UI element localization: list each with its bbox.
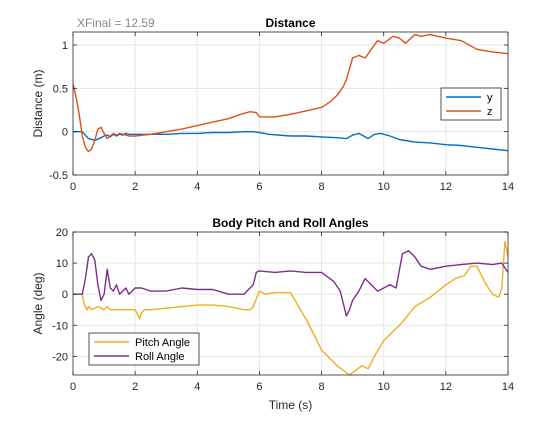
angles-title: Body Pitch and Roll Angles	[212, 216, 369, 230]
distance-xtick-label: 0	[70, 181, 76, 193]
angles-xtick-label: 14	[502, 381, 514, 393]
angles-legend-label: Pitch Angle	[135, 337, 190, 349]
distance-title: Distance	[265, 16, 315, 30]
angles-xlabel: Time (s)	[269, 398, 313, 412]
angles-ytick-label: 10	[56, 258, 68, 270]
angles-ylabel: Angle (deg)	[31, 272, 45, 334]
distance-legend-label: z	[487, 106, 493, 118]
angles-xtick-label: 4	[194, 381, 200, 393]
distance-xtick-label: 12	[440, 181, 452, 193]
distance-xtick-label: 2	[132, 181, 138, 193]
angles-xtick-label: 0	[70, 381, 76, 393]
distance-series-z	[73, 33, 508, 153]
angles-ytick-label: 20	[56, 227, 68, 239]
distance-ytick-label: 0	[62, 127, 68, 139]
angles-xtick-label: 12	[440, 381, 452, 393]
distance-legend[interactable]: yz	[440, 87, 502, 121]
distance-ytick-label: -0.5	[49, 170, 68, 182]
distance-ylabel: Distance (m)	[31, 69, 45, 137]
distance-xtick-label: 6	[256, 181, 262, 193]
distance-xfinal-annotation: XFinal = 12.59	[77, 16, 155, 30]
angles-axes-box	[72, 231, 509, 376]
angles-legend-box[interactable]	[88, 332, 200, 366]
distance-xtick-label: 4	[194, 181, 200, 193]
angles-series-pitch-angle	[73, 240, 508, 375]
distance-plot-area	[73, 32, 508, 175]
angles-ytick-label: -10	[52, 320, 68, 332]
angles-ytick-label: 0	[62, 289, 68, 301]
angles-legend[interactable]: Pitch Angle Roll Angle	[88, 332, 200, 366]
distance-legend-label: y	[487, 92, 493, 104]
angles-xtick-label: 2	[132, 381, 138, 393]
distance-xtick-label: 14	[502, 181, 514, 193]
angles-axes: 0 2 4 6 8 10 12 14 -20 -10 0 10 20 Body Pitch and Rol…	[31, 216, 514, 412]
distance-xtick-label: 10	[378, 181, 390, 193]
angles-legend-label: Roll Angle	[135, 351, 185, 363]
angles-series-roll-angle	[73, 249, 508, 317]
angles-xtick-label: 6	[256, 381, 262, 393]
angles-ytick-label: -20	[52, 351, 68, 363]
angles-xtick-label: 10	[378, 381, 390, 393]
distance-xtick-label: 8	[319, 181, 325, 193]
distance-ytick-label: 1	[62, 40, 68, 52]
distance-axes-box	[72, 31, 509, 176]
angles-xtick-label: 8	[319, 381, 325, 393]
distance-ytick-label: 0.5	[53, 83, 68, 95]
distance-legend-box[interactable]	[440, 87, 502, 121]
